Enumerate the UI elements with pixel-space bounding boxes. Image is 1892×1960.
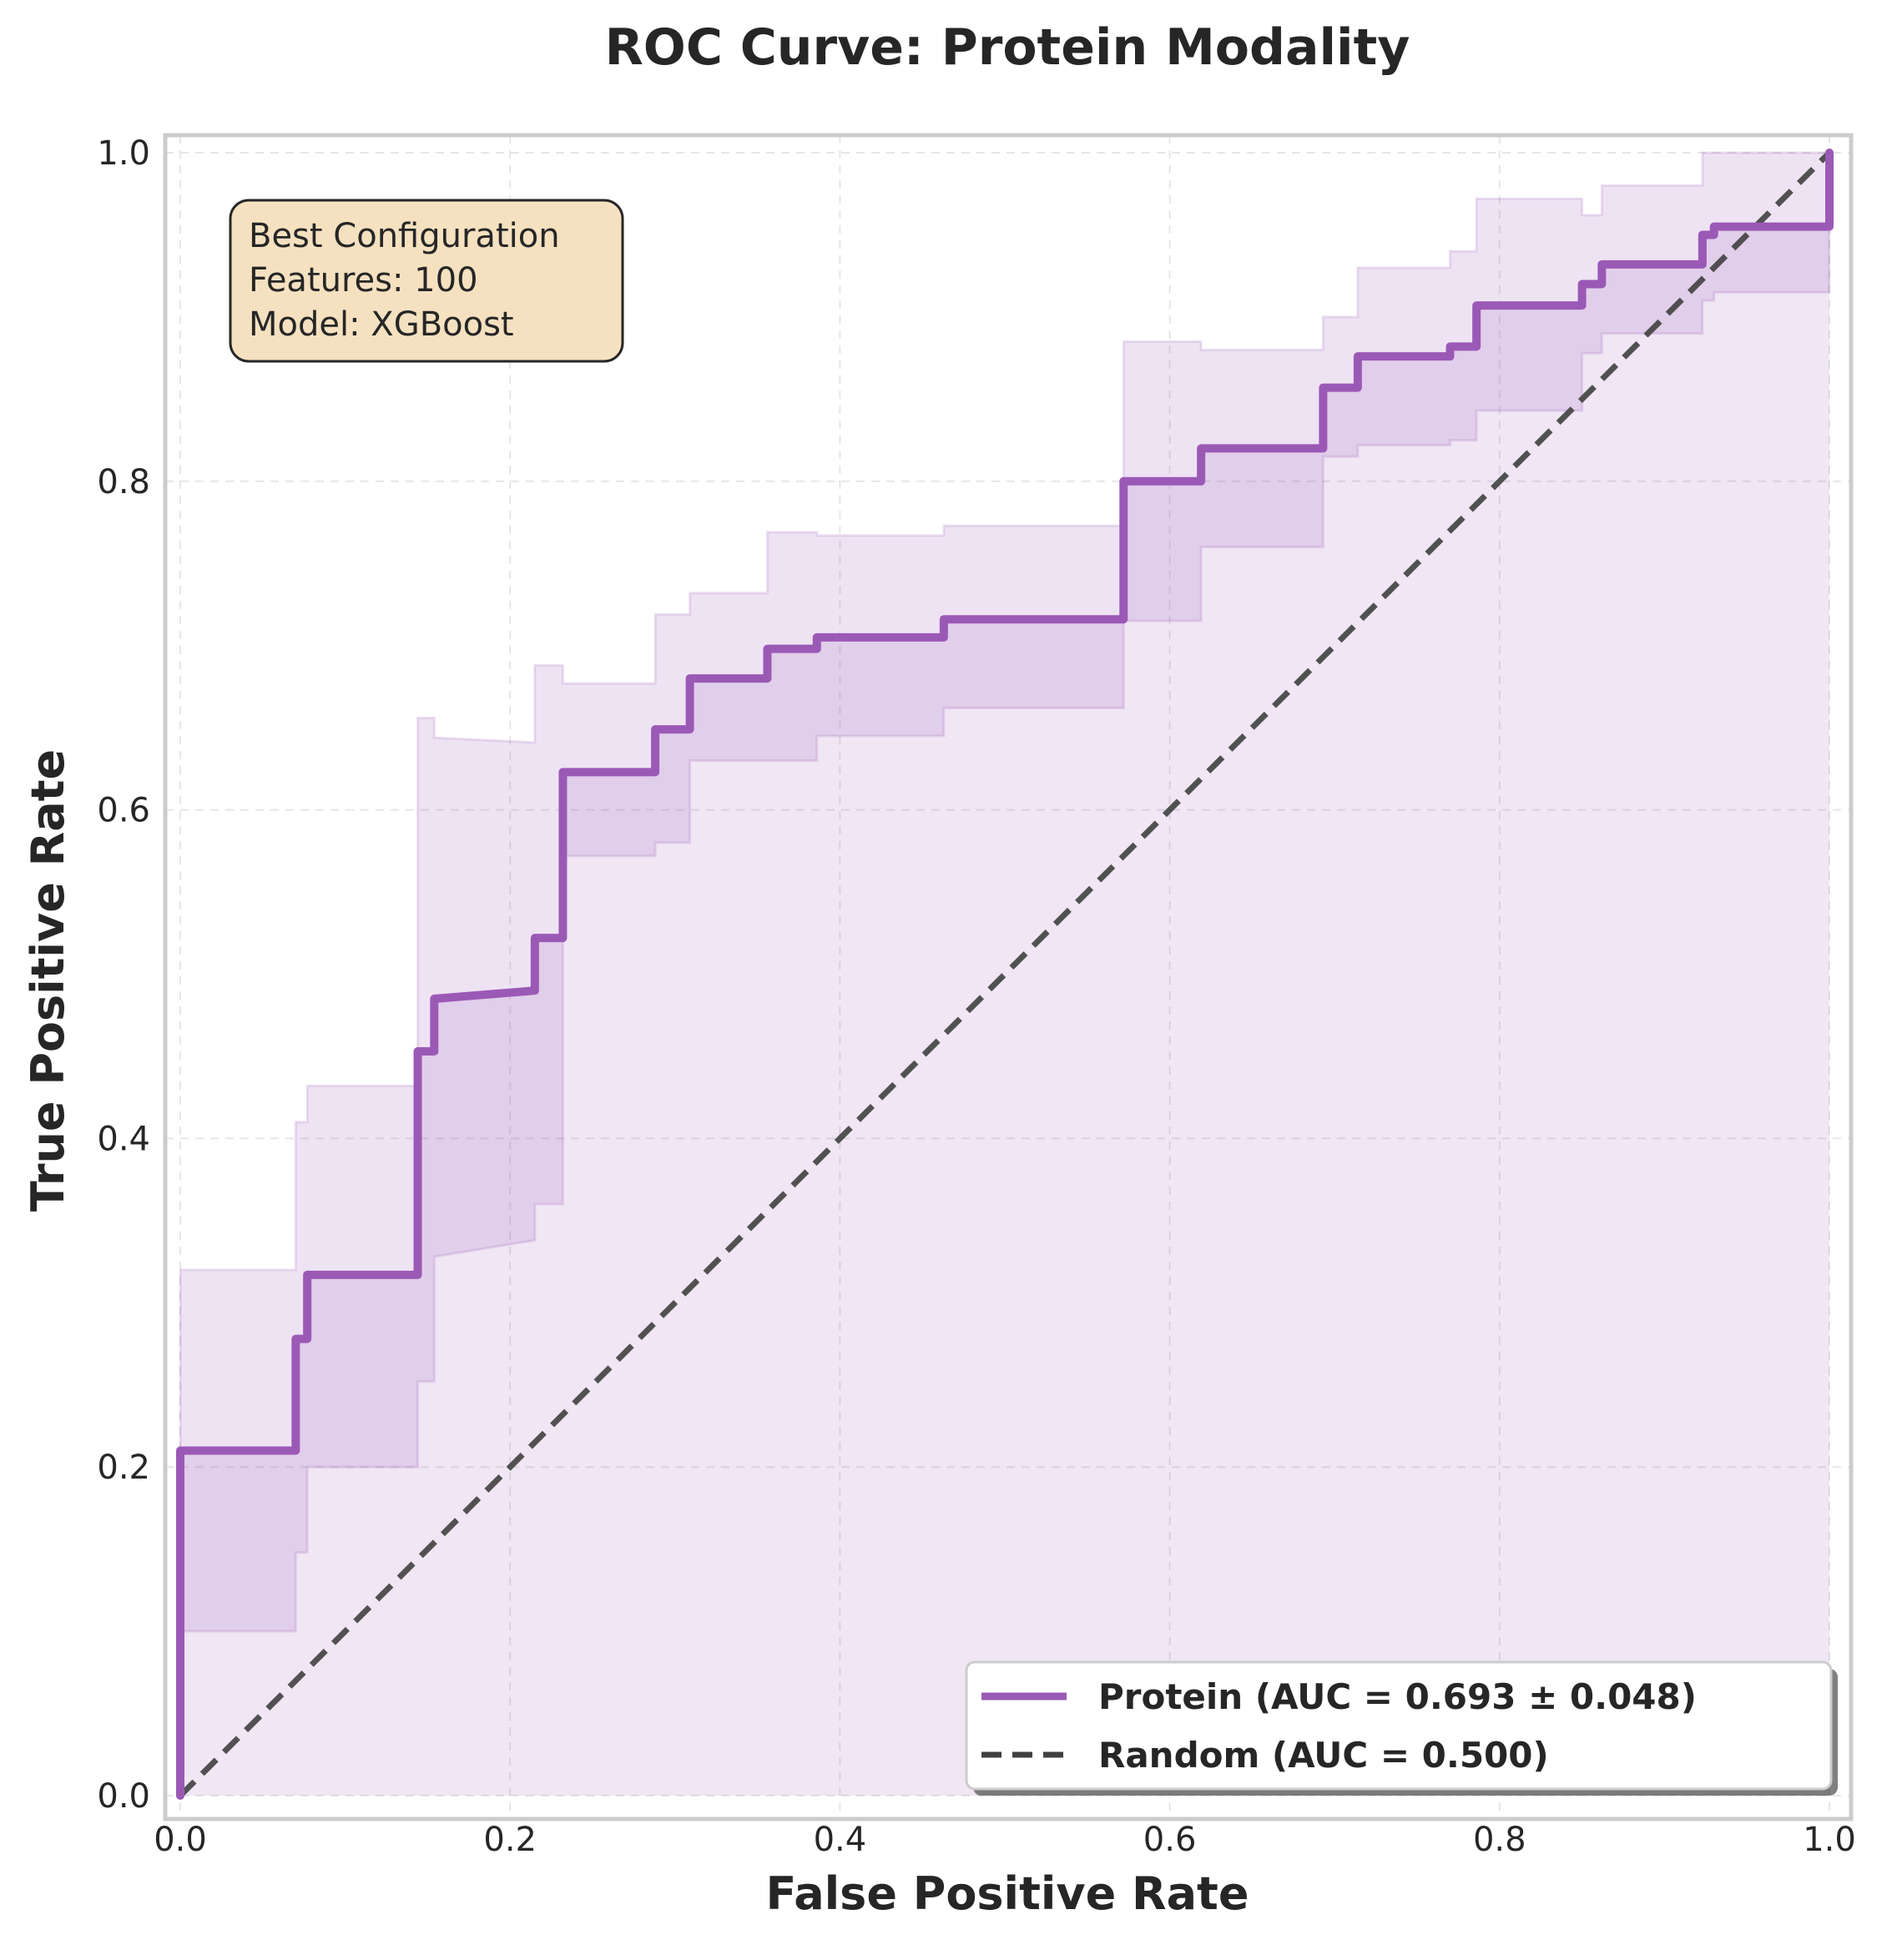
series-line-protein bbox=[176, 149, 1834, 1800]
y-tick-3: 0.6 bbox=[97, 792, 150, 830]
legend-entry-random: Random (AUC = 0.500) bbox=[1098, 1735, 1549, 1776]
x-tick-5: 1.0 bbox=[1803, 1821, 1856, 1859]
y-tick-labels: 0.0 0.2 0.4 0.6 0.8 1.0 bbox=[97, 134, 150, 1816]
x-tick-3: 0.6 bbox=[1143, 1821, 1197, 1859]
y-axis-label: True Positive Rate bbox=[22, 749, 74, 1212]
x-tick-4: 0.8 bbox=[1473, 1821, 1526, 1859]
std-band bbox=[179, 151, 1831, 1633]
grid bbox=[165, 135, 1851, 1819]
x-axis-label: False Positive Rate bbox=[766, 1867, 1249, 1920]
x-tick-0: 0.0 bbox=[154, 1821, 207, 1859]
y-tick-1: 0.2 bbox=[97, 1449, 150, 1487]
y-tick-4: 0.8 bbox=[97, 463, 150, 501]
annotation-box: Best Configuration Features: 100 Model: … bbox=[229, 199, 624, 363]
legend: Protein (AUC = 0.693 ± 0.048) Random (AU… bbox=[965, 1660, 1838, 1796]
annotation-line-1: Best Configuration bbox=[249, 217, 560, 255]
annotation-line-2: Features: 100 bbox=[249, 261, 478, 300]
y-tick-5: 1.0 bbox=[97, 134, 150, 173]
plot-area bbox=[165, 135, 1851, 1819]
y-tick-2: 0.4 bbox=[97, 1120, 150, 1158]
series-lines bbox=[176, 149, 1834, 1800]
plot-frame bbox=[163, 133, 1854, 1821]
x-tick-2: 0.4 bbox=[814, 1821, 867, 1859]
y-tick-0: 0.0 bbox=[97, 1777, 150, 1816]
series-line-random bbox=[178, 150, 1832, 1798]
chart-title: ROC Curve: Protein Modality bbox=[605, 18, 1410, 77]
x-tick-labels: 0.0 0.2 0.4 0.6 0.8 1.0 bbox=[154, 1821, 1856, 1859]
x-tick-1: 0.2 bbox=[483, 1821, 537, 1859]
annotation-line-3: Model: XGBoost bbox=[249, 305, 514, 344]
legend-entry-protein: Protein (AUC = 0.693 ± 0.048) bbox=[1098, 1676, 1697, 1717]
